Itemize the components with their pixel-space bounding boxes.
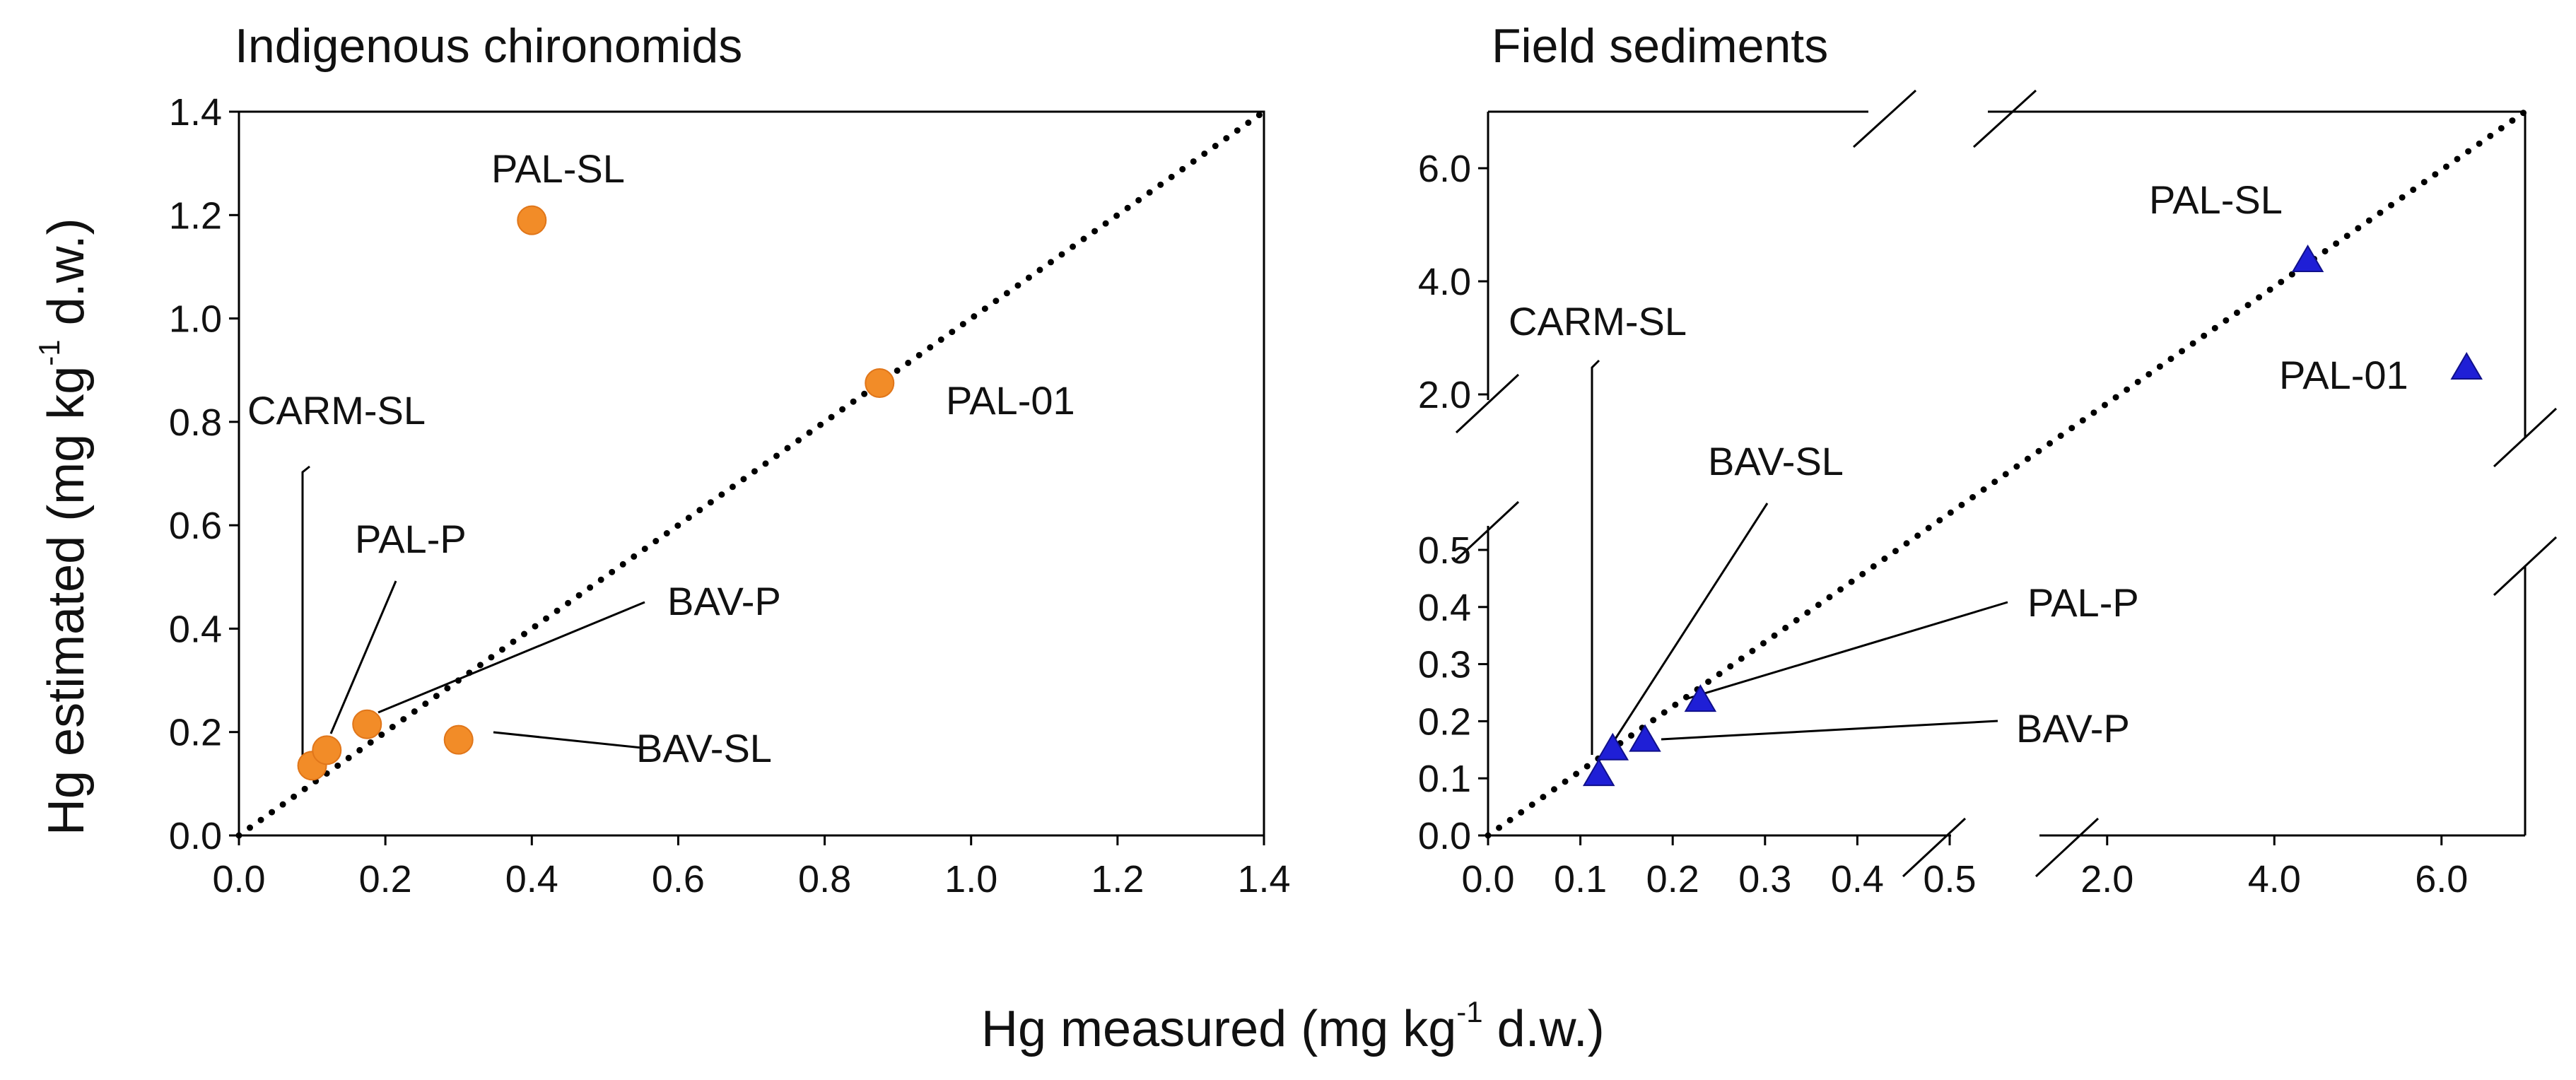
- right-x-tick-label: 0.1: [1554, 858, 1607, 900]
- left-x-tick-label: 0.6: [652, 858, 705, 900]
- left-panel: 0.0 0.2 0.4 0.6 0.8 1.0 1.2 1.4 0.0 0.2 0.4 0.6 0.8 1…: [169, 91, 1291, 900]
- left-x-tick-label: 1.2: [1091, 858, 1144, 900]
- right-y-tick-label: 0.3: [1418, 644, 1471, 686]
- right-point-bav-sl: [1596, 732, 1629, 761]
- right-point-pal-p: [1684, 684, 1717, 712]
- axis-break-mark: [2493, 407, 2558, 468]
- left-y-tick-label: 0.4: [169, 608, 222, 650]
- right-panel: 0.0 0.1 0.2 0.3 0.4 0.5 2.0 4.0 6.0 0.0 0.1 0.2 0.3 0…: [1418, 89, 2558, 900]
- right-x-tick-label: 0.2: [1646, 858, 1699, 900]
- left-point-label-bav-p: BAV-P: [667, 579, 781, 623]
- right-leader-line-carm-sl: [1591, 359, 1600, 755]
- left-point-bav-sl: [443, 724, 474, 755]
- right-point-pal-01: [2450, 352, 2483, 380]
- axis-break-mark: [1902, 817, 1967, 878]
- left-y-tick-label: 1.0: [169, 298, 222, 341]
- left-point-pal-p: [312, 735, 342, 765]
- right-y-tick-label: 6.0: [1418, 148, 1471, 190]
- right-point-bav-p: [1629, 724, 1661, 752]
- left-y-tick-label: 0.6: [169, 505, 222, 547]
- left-panel-title: Indigenous chironomids: [235, 19, 742, 73]
- axis-break-mark: [1972, 89, 2037, 148]
- right-y-tick-label: 0.5: [1418, 529, 1471, 572]
- right-y-tick-label: 0.1: [1418, 758, 1471, 800]
- left-y-tick-label: 0.0: [169, 815, 222, 857]
- left-y-tick-label: 1.2: [169, 194, 222, 237]
- left-leader-line-carm-sl: [301, 465, 310, 760]
- left-leader-line-pal-p: [329, 580, 397, 734]
- right-y-tick-label: 0.0: [1418, 815, 1471, 857]
- left-y-tick-label: 0.2: [169, 712, 222, 754]
- right-x-tick-label: 2.0: [2080, 858, 2133, 900]
- left-x-tick-label: 0.2: [359, 858, 412, 900]
- right-panel-title: Field sediments: [1492, 19, 1828, 73]
- axis-break-mark: [2493, 536, 2558, 597]
- right-x-tick-label: 0.4: [1831, 858, 1884, 900]
- left-point-label-carm-sl: CARM-SL: [247, 388, 426, 433]
- left-y-tick-label: 0.8: [169, 401, 222, 444]
- left-plot-frame: [238, 110, 1265, 837]
- right-y-tick-label: 0.4: [1418, 587, 1471, 629]
- right-point-label-pal-sl: PAL-SL: [2149, 177, 2283, 222]
- right-y-tick-label: 4.0: [1418, 261, 1471, 303]
- right-x-tick-label: 6.0: [2415, 858, 2468, 900]
- left-point-label-pal-p: PAL-P: [355, 517, 467, 561]
- axis-break-mark: [1455, 373, 1520, 434]
- left-x-tick-label: 1.4: [1237, 858, 1290, 900]
- right-leader-line-bav-p: [1661, 720, 1998, 741]
- left-x-tick-label: 0.8: [798, 858, 851, 900]
- right-x-tick-label: 4.0: [2248, 858, 2301, 900]
- axis-break-mark: [1852, 89, 1917, 148]
- right-point-carm-sl: [1582, 758, 1615, 787]
- right-x-tick-label: 0.0: [1461, 858, 1514, 900]
- x-axis-title: Hg measured (mg kg-1 d.w.): [981, 995, 1605, 1057]
- left-x-tick-label: 0.4: [505, 858, 558, 900]
- right-point-label-carm-sl: CARM-SL: [1509, 299, 1687, 344]
- left-point-label-pal-01: PAL-01: [946, 378, 1075, 423]
- right-point-label-bav-p: BAV-P: [2016, 706, 2130, 751]
- right-leader-line-bav-sl: [1612, 503, 1769, 743]
- right-x-tick-label: 0.5: [1923, 858, 1976, 900]
- right-point-label-pal-p: PAL-P: [2027, 580, 2139, 625]
- left-x-tick-label: 1.0: [944, 858, 997, 900]
- y-axis-title: Hg estimated (mg kg-1 d.w.): [33, 218, 95, 835]
- right-leader-line-pal-p: [1687, 601, 2008, 700]
- right-point-label-pal-01: PAL-01: [2279, 353, 2408, 397]
- left-point-label-pal-sl: PAL-SL: [491, 146, 625, 191]
- right-point-label-bav-sl: BAV-SL: [1708, 439, 1844, 483]
- left-point-bav-p: [352, 709, 382, 739]
- axis-break-mark: [2035, 817, 2100, 878]
- left-x-tick-label: 0.0: [212, 858, 265, 900]
- right-y-tick-label: 0.2: [1418, 700, 1471, 743]
- right-x-tick-label: 0.3: [1738, 858, 1791, 900]
- left-point-label-bav-sl: BAV-SL: [636, 726, 772, 770]
- right-one-to-one-line: [1485, 108, 2529, 839]
- left-point-pal-sl: [517, 205, 547, 235]
- left-leader-line-bav-p: [377, 601, 645, 714]
- axis-break-mark: [1455, 500, 1520, 561]
- left-point-pal-01: [865, 368, 895, 398]
- left-one-to-one-line: [235, 108, 1267, 839]
- left-leader-line-bav-sl: [493, 731, 643, 749]
- left-y-tick-label: 1.4: [169, 91, 222, 134]
- right-point-pal-sl: [2291, 245, 2324, 272]
- right-y-tick-label: 2.0: [1418, 374, 1471, 416]
